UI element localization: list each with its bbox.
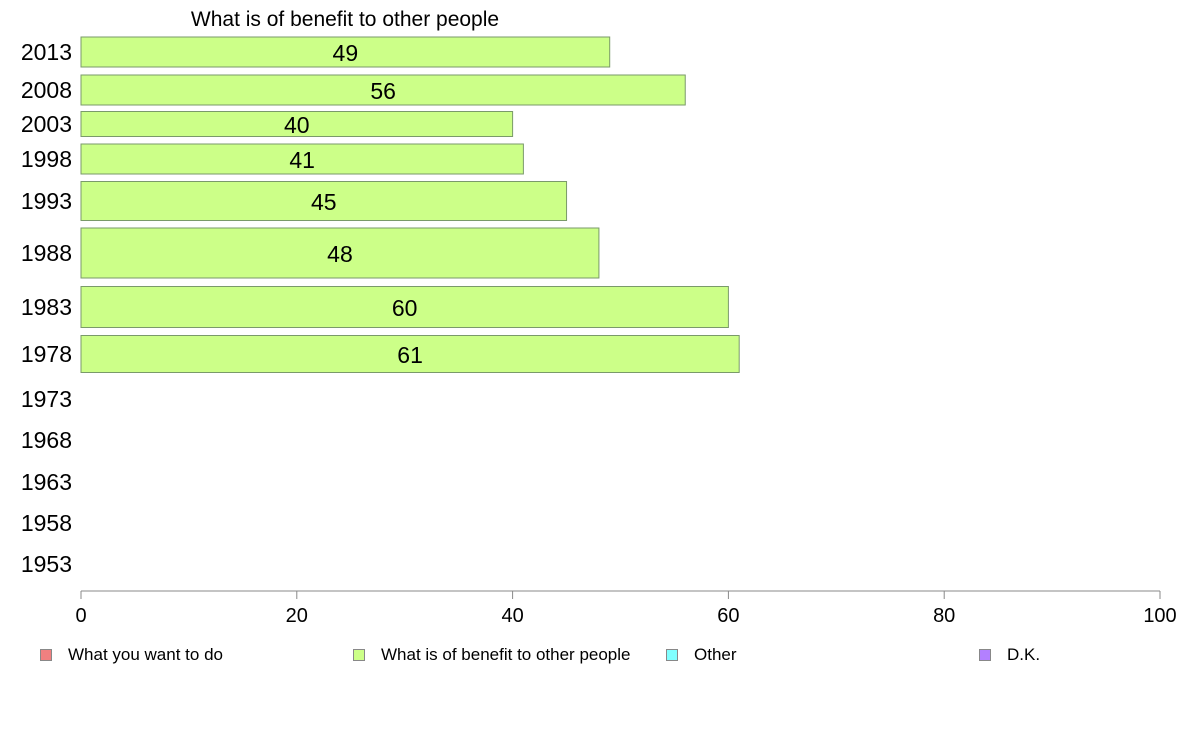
y-tick-label: 2013 <box>21 39 72 65</box>
legend-swatch <box>666 649 678 661</box>
y-tick-label: 2008 <box>21 77 72 103</box>
y-tick-label: 1993 <box>21 188 72 214</box>
legend-item: Other <box>666 645 737 665</box>
legend-item: What you want to do <box>40 645 223 665</box>
x-tick-label: 40 <box>501 605 523 627</box>
y-tick-label: 1963 <box>21 469 72 495</box>
legend-label: What is of benefit to other people <box>381 645 631 664</box>
y-tick-label: 1958 <box>21 510 72 536</box>
bar <box>80 286 729 328</box>
data-label: 60 <box>392 295 418 321</box>
bar <box>80 335 740 373</box>
data-label: 49 <box>333 40 359 66</box>
x-tick-label: 80 <box>933 605 955 627</box>
bar <box>80 36 611 68</box>
x-tick-label: 60 <box>717 605 739 627</box>
y-tick-label: 1988 <box>21 240 72 266</box>
x-tick-label: 20 <box>286 605 308 627</box>
x-axis: 0 20 40 60 80 100 <box>75 590 1177 627</box>
y-tick-label: 1978 <box>21 341 72 367</box>
legend: What you want to do What is of benefit t… <box>0 645 1188 667</box>
legend-label: What you want to do <box>68 645 223 664</box>
y-axis-labels: 2013 2008 2003 1998 1993 1988 1983 1978 1973 1968… <box>21 39 72 577</box>
bar <box>80 143 524 175</box>
y-tick-label: 2003 <box>21 111 72 137</box>
legend-label: D.K. <box>1007 645 1041 664</box>
y-tick-label: 1953 <box>21 551 72 577</box>
data-label: 61 <box>397 342 423 368</box>
data-label: 41 <box>289 147 315 173</box>
data-label: 45 <box>311 189 337 215</box>
y-tick-label: 1983 <box>21 294 72 320</box>
data-label: 40 <box>284 112 310 138</box>
y-tick-label: 1973 <box>21 386 72 412</box>
y-tick-label: 1968 <box>21 427 72 453</box>
legend-item: What is of benefit to other people <box>353 645 631 665</box>
legend-item: D.K. <box>979 645 1040 665</box>
y-tick-label: 1998 <box>21 146 72 172</box>
bar <box>80 181 568 221</box>
legend-label: Other <box>694 645 737 664</box>
x-tick-label: 0 <box>75 605 86 627</box>
data-label: 56 <box>370 78 396 104</box>
bar <box>80 111 514 137</box>
bar <box>80 227 600 279</box>
bar <box>80 74 686 106</box>
legend-swatch <box>353 649 365 661</box>
bars-group: 49 56 40 41 45 48 60 61 <box>80 36 740 373</box>
x-tick-label: 100 <box>1143 605 1176 627</box>
chart-title: What is of benefit to other people <box>191 8 499 31</box>
legend-swatch <box>979 649 991 661</box>
legend-swatch <box>40 649 52 661</box>
data-label: 48 <box>327 241 353 267</box>
